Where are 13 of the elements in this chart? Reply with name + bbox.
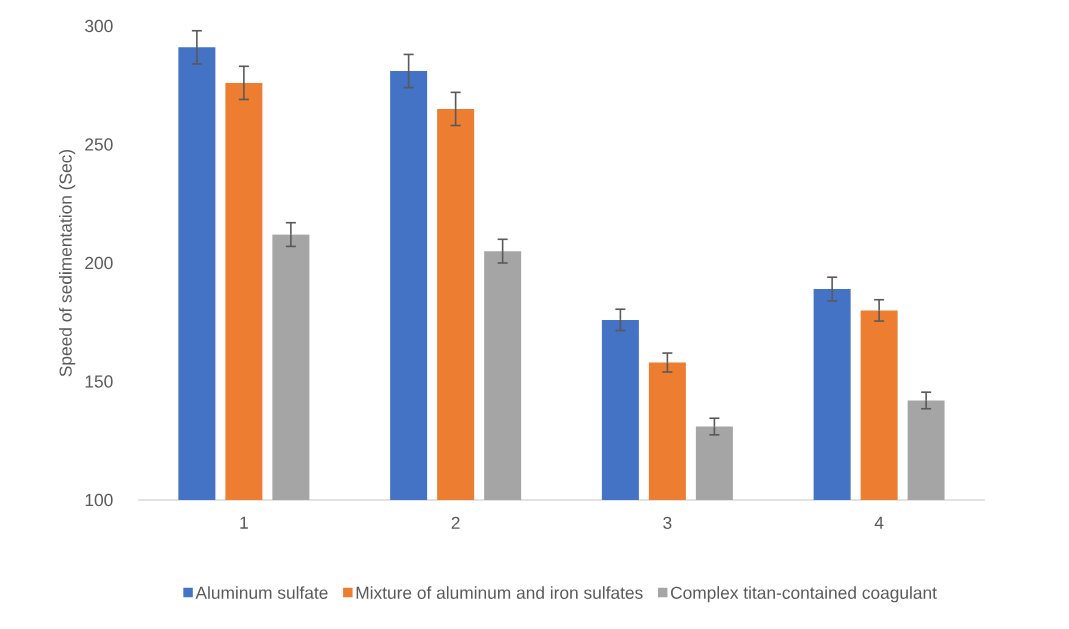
x-tick-label: 1 — [240, 516, 248, 529]
y-axis-title: Speed of sedimentation (Sec) — [59, 149, 76, 377]
y-tick-label: 300 — [85, 19, 113, 33]
legend-label: Mixture of aluminum and iron sulfates — [356, 586, 643, 599]
y-tick-label: 100 — [85, 493, 113, 507]
x-tick-label: 3 — [663, 516, 672, 529]
x-tick-label: 4 — [874, 516, 884, 529]
x-tick-label: 2 — [451, 516, 460, 529]
y-tick-label: 200 — [85, 256, 113, 270]
y-tick-label: 250 — [85, 138, 113, 151]
legend-label: Complex titan-contained coagulant — [670, 586, 937, 603]
y-tick-label: 150 — [85, 375, 113, 388]
legend-label: Aluminum sulfate — [195, 586, 328, 599]
